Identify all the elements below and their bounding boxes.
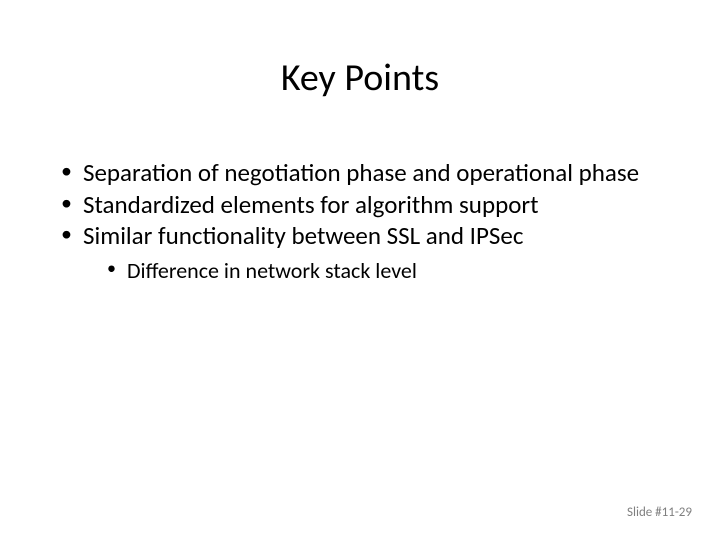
slide-number: Slide #11-29: [627, 505, 692, 520]
bullet-item: Separation of negotiation phase and oper…: [55, 158, 665, 188]
bullet-item: Standardized elements for algorithm supp…: [55, 190, 665, 220]
bullet-text: Similar functionality between SSL and IP…: [83, 220, 523, 251]
slide-content: Separation of negotiation phase and oper…: [55, 158, 665, 286]
slide-title: Key Points: [0, 55, 720, 101]
sub-bullet-item: Difference in network stack level: [101, 257, 665, 285]
slide: Key Points Separation of negotiation pha…: [0, 0, 720, 540]
sub-bullet-text: Difference in network stack level: [127, 257, 417, 284]
bullet-list: Separation of negotiation phase and oper…: [55, 158, 665, 284]
sub-bullet-list: Difference in network stack level: [83, 257, 665, 285]
bullet-text: Separation of negotiation phase and oper…: [83, 157, 639, 188]
bullet-item: Similar functionality between SSL and IP…: [55, 221, 665, 284]
bullet-text: Standardized elements for algorithm supp…: [83, 189, 538, 220]
